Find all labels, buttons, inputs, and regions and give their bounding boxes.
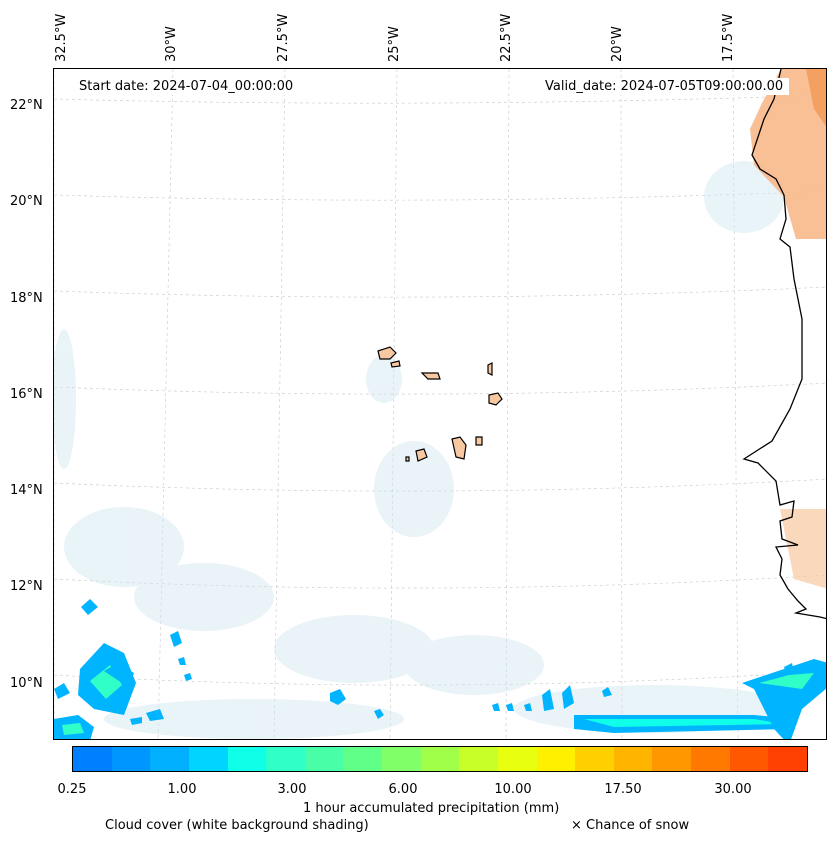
lat-label-12n: 12°N — [10, 579, 43, 594]
colorbar-swatch-16 — [691, 747, 730, 771]
lon-label-25w: 25°W — [387, 26, 402, 62]
land-heat-core — [806, 69, 826, 127]
lon-label-30w: 30°W — [164, 26, 179, 62]
lat-label-20n: 20°N — [10, 194, 43, 209]
map-frame[interactable]: Start date: 2024-07-04_00:00:00 Valid_da… — [53, 68, 827, 740]
start-date-label: Start date: 2024-07-04_00:00:00 — [73, 78, 300, 95]
lon-label-27-5w: 27.5°W — [276, 13, 291, 62]
land-heat-south — [780, 509, 826, 589]
colorbar-swatch-14 — [613, 747, 653, 771]
colorbar-swatch-17 — [729, 747, 769, 771]
colorbar-swatch-0 — [73, 747, 112, 771]
graticule — [54, 69, 826, 739]
island-brava — [405, 456, 410, 462]
lat-label-14n: 14°N — [10, 483, 43, 498]
precip-blob-14 — [562, 685, 574, 709]
colorbar-tick-0-25: 0.25 — [57, 782, 87, 797]
colorbar-swatch-5 — [266, 747, 305, 771]
island-fogo — [415, 448, 428, 462]
colorbar-swatch-7 — [343, 747, 382, 771]
lon-label-22-5w: 22.5°W — [499, 13, 514, 62]
colorbar-swatch-8 — [382, 747, 421, 771]
colorbar-swatch-2 — [150, 747, 189, 771]
island-sal — [487, 362, 493, 376]
precip-blob-13 — [542, 689, 554, 711]
colorbar-tick-30-00: 30.00 — [714, 782, 752, 797]
precip-blob-6 — [146, 709, 164, 721]
colorbar-swatch-9 — [420, 747, 460, 771]
precip-blob-15 — [602, 687, 612, 697]
precip-blob-11 — [506, 703, 514, 711]
lat-label-10n: 10°N — [10, 676, 43, 691]
map-canvas — [54, 69, 826, 739]
precip-blob-16 — [784, 663, 794, 673]
colorbar-swatch-6 — [304, 747, 344, 771]
precip-blob-7 — [130, 717, 142, 725]
colorbar-swatch-11 — [497, 747, 537, 771]
precip-southwest-core — [62, 723, 84, 735]
island-sao-vicente — [390, 360, 401, 368]
precipitation-colorbar — [72, 746, 808, 772]
island-sao-nicolau — [420, 372, 441, 380]
cloud-cover-caption: Cloud cover (white background shading) — [105, 818, 369, 833]
island-santo-antao — [377, 346, 397, 360]
snow-caption: × Chance of snow — [571, 818, 690, 833]
island-santiago — [451, 436, 467, 460]
precip-blob-5 — [184, 673, 192, 681]
colorbar-tick-1-00: 1.00 — [167, 782, 197, 797]
precip-east-core — [759, 673, 814, 689]
colorbar-swatch-1 — [111, 747, 151, 771]
lon-label-20w: 20°W — [610, 26, 625, 62]
precip-blob-8 — [330, 689, 346, 705]
colorbar-tick-17-50: 17.50 — [604, 782, 642, 797]
precip-blob-10 — [492, 703, 500, 711]
precip-blob-2 — [81, 599, 98, 615]
lat-label-18n: 18°N — [10, 291, 43, 306]
valid-date-label: Valid_date: 2024-07-05T09:00:00.00 — [539, 78, 790, 95]
cape-verde-islands — [377, 346, 503, 462]
coastline — [742, 69, 826, 620]
colorbar-swatch-15 — [652, 747, 691, 771]
colorbar-swatch-3 — [188, 747, 228, 771]
colorbar-swatch-10 — [459, 747, 498, 771]
precip-blob-3 — [170, 631, 182, 647]
colorbar-tick-6-00: 6.00 — [388, 782, 418, 797]
precip-blob-17 — [54, 683, 70, 699]
land-heat-shading — [750, 69, 826, 239]
island-boa-vista — [488, 392, 503, 406]
precipitation-areas — [54, 599, 826, 739]
lat-label-16n: 16°N — [10, 387, 43, 402]
colorbar-swatch-18 — [768, 747, 807, 771]
lon-label-17-5w: 17.5°W — [721, 13, 736, 62]
lon-label-32-5w: 32.5°W — [54, 13, 69, 62]
colorbar-swatch-12 — [536, 747, 576, 771]
precip-band-core — [584, 719, 784, 727]
colorbar-label: 1 hour accumulated precipitation (mm) — [303, 801, 560, 816]
precip-blob-9 — [374, 709, 384, 719]
island-maio — [475, 436, 483, 446]
colorbar-swatch-4 — [227, 747, 267, 771]
colorbar-swatch-13 — [575, 747, 614, 771]
cloud-cover-shading — [54, 161, 794, 739]
colorbar-tick-10-00: 10.00 — [494, 782, 532, 797]
precip-blob-12 — [524, 703, 532, 711]
precip-blob-4 — [178, 657, 186, 665]
colorbar-tick-3-00: 3.00 — [277, 782, 307, 797]
precip-blob-1 — [104, 663, 134, 687]
lat-label-22n: 22°N — [10, 98, 43, 113]
